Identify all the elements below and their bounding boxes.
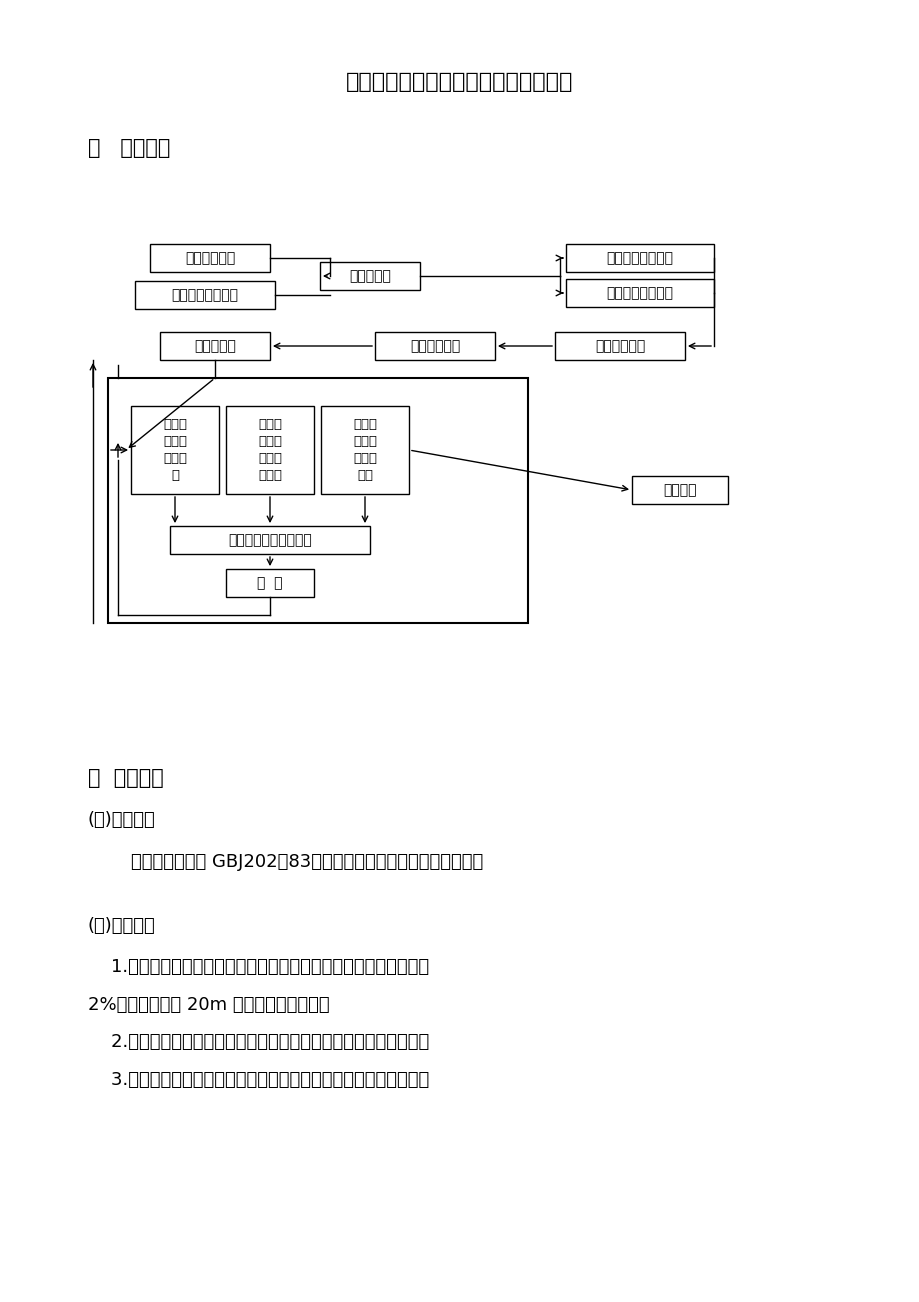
Bar (170, 526, 369, 553)
Bar (320, 262, 420, 290)
Bar (130, 406, 219, 493)
Text: 根据设计要求分层开挖: 根据设计要求分层开挖 (228, 533, 312, 547)
Text: 工程定位、放灰线: 工程定位、放灰线 (606, 286, 673, 299)
Text: 设置排水防洪措施: 设置排水防洪措施 (606, 251, 673, 266)
Bar (631, 477, 727, 504)
Text: 2%的坡度，按每 20m 的检查点逐点检查。: 2%的坡度，按每 20m 的检查点逐点检查。 (88, 996, 329, 1014)
Bar (375, 332, 494, 359)
Bar (565, 279, 713, 307)
Text: 修建临时设施: 修建临时设施 (410, 339, 460, 353)
Text: 一   工艺流程: 一 工艺流程 (88, 138, 170, 158)
Text: 监测开
挖对周
围环境
影响: 监测开 挖对周 围环境 影响 (353, 418, 377, 482)
Bar (554, 332, 685, 359)
Text: 选择施工机械: 选择施工机械 (185, 251, 235, 266)
Text: 场地标
高、平
整度测
量: 场地标 高、平 整度测 量 (163, 418, 187, 482)
Bar (565, 243, 713, 272)
Text: 1.场地平整，排水坡度在设计无要求情况下应向排水方向作不小于: 1.场地平整，排水坡度在设计无要求情况下应向排水方向作不小于 (88, 958, 428, 976)
Bar (108, 378, 528, 622)
Text: 基坑平
面位置
边坡坡
度测量: 基坑平 面位置 边坡坡 度测量 (257, 418, 282, 482)
Text: 编制施工组织设计: 编制施工组织设计 (171, 288, 238, 302)
Bar (226, 406, 313, 493)
Text: (二)基本要求: (二)基本要求 (88, 917, 155, 935)
Text: 设备试运转: 设备试运转 (194, 339, 235, 353)
Text: 弃  土: 弃 土 (257, 575, 282, 590)
Bar (135, 281, 275, 309)
Text: 应符合国家标准 GBJ202－83《地基与基础工程施工及验收规范》: 应符合国家标准 GBJ202－83《地基与基础工程施工及验收规范》 (108, 853, 482, 871)
Text: 2.施工区域及施工周围的上下障碍物已作好折迁处理，防护措施。: 2.施工区域及施工周围的上下障碍物已作好折迁处理，防护措施。 (88, 1032, 429, 1051)
Bar (321, 406, 409, 493)
Text: 一般基坑、基槽开挖分项工程实施细则: 一般基坑、基槽开挖分项工程实施细则 (346, 72, 573, 92)
Text: 3.施工机械试运转正常，道路、排水沟畅通，路面应高于施工场地: 3.施工机械试运转正常，道路、排水沟畅通，路面应高于施工场地 (88, 1072, 429, 1088)
Bar (160, 332, 269, 359)
Text: (一)依据标准: (一)依据标准 (88, 811, 155, 829)
Bar (226, 569, 313, 598)
Text: 二  质量标准: 二 质量标准 (88, 768, 164, 788)
Text: 修建运输道路: 修建运输道路 (595, 339, 644, 353)
Text: 工程结束: 工程结束 (663, 483, 696, 497)
Bar (150, 243, 269, 272)
Text: 折迁障碍物: 折迁障碍物 (348, 270, 391, 283)
